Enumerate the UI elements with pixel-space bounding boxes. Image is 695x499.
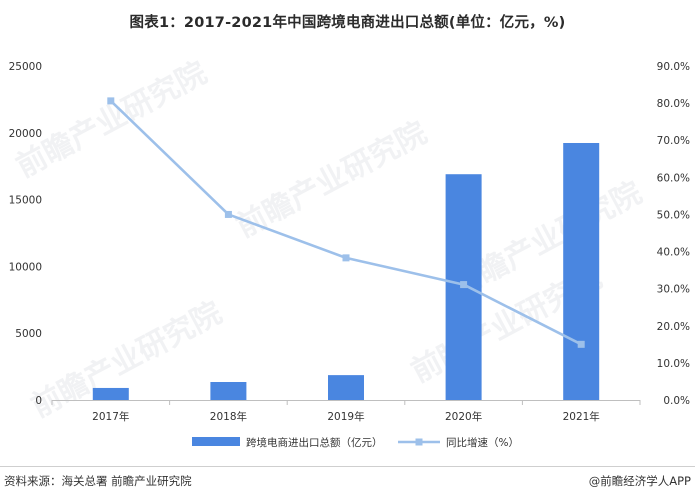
legend: 跨境电商进出口总额（亿元） 同比增速（%） (192, 436, 519, 449)
x-tick-label-0: 2017年 (92, 410, 129, 423)
x-axis: 2017年 2018年 2019年 2020年 2021年 (51, 400, 641, 423)
left-tick-label-4: 20000 (9, 128, 42, 140)
right-tick-label-8: 80.0% (657, 98, 690, 110)
legend-bar-swatch (192, 437, 240, 446)
combo-chart: 0 5000 10000 15000 20000 25000 0.0% 10.0% 20.0%… (9, 61, 690, 449)
footer-divider (0, 466, 695, 467)
left-tick-label-0: 0 (35, 395, 42, 407)
right-tick-label-1: 10.0% (657, 358, 690, 370)
bar-4 (563, 142, 600, 400)
x-tick-label-3: 2020年 (445, 410, 482, 423)
line-point-3 (460, 281, 468, 289)
growth-line (109, 99, 582, 346)
right-tick-label-0: 0.0% (663, 395, 690, 407)
bar-1 (210, 382, 247, 400)
bar-0 (92, 387, 129, 400)
line-point-4 (577, 340, 585, 348)
bar-2 (328, 375, 364, 400)
credit-note: @前瞻经济学人APP (588, 474, 691, 488)
right-tick-label-9: 90.0% (657, 61, 690, 73)
right-tick-label-5: 50.0% (657, 209, 690, 221)
line-point-0 (107, 97, 115, 105)
right-axis: 0.0% 10.0% 20.0% 30.0% 40.0% 50.0% 60.0% 70.0% 8… (657, 61, 690, 407)
left-axis: 0 5000 10000 15000 20000 25000 (9, 61, 42, 407)
legend-bar-label: 跨境电商进出口总额（亿元） (246, 436, 383, 449)
line-point-2 (342, 254, 350, 262)
line-series (107, 97, 585, 348)
right-tick-label-6: 60.0% (657, 172, 690, 184)
line-point-1 (224, 210, 232, 218)
x-tick-label-2: 2019年 (327, 410, 364, 423)
left-tick-label-5: 25000 (9, 61, 42, 73)
bar-series (92, 142, 600, 400)
right-tick-label-4: 40.0% (657, 247, 690, 259)
chart-title: 图表1：2017-2021年中国跨境电商进出口总额(单位：亿元，%) (129, 15, 566, 31)
left-tick-label-1: 5000 (15, 328, 42, 340)
left-tick-label-3: 15000 (9, 195, 42, 207)
right-tick-label-3: 30.0% (657, 284, 690, 296)
source-note: 资料来源：海关总署 前瞻产业研究院 (4, 474, 192, 488)
left-tick-label-2: 10000 (9, 261, 42, 273)
right-tick-label-2: 20.0% (657, 321, 690, 333)
right-tick-label-7: 70.0% (657, 135, 690, 147)
legend-line-label: 同比增速（%） (446, 436, 519, 449)
legend-line-marker (415, 438, 423, 446)
x-tick-label-4: 2021年 (563, 410, 600, 423)
x-tick-label-1: 2018年 (210, 410, 247, 423)
